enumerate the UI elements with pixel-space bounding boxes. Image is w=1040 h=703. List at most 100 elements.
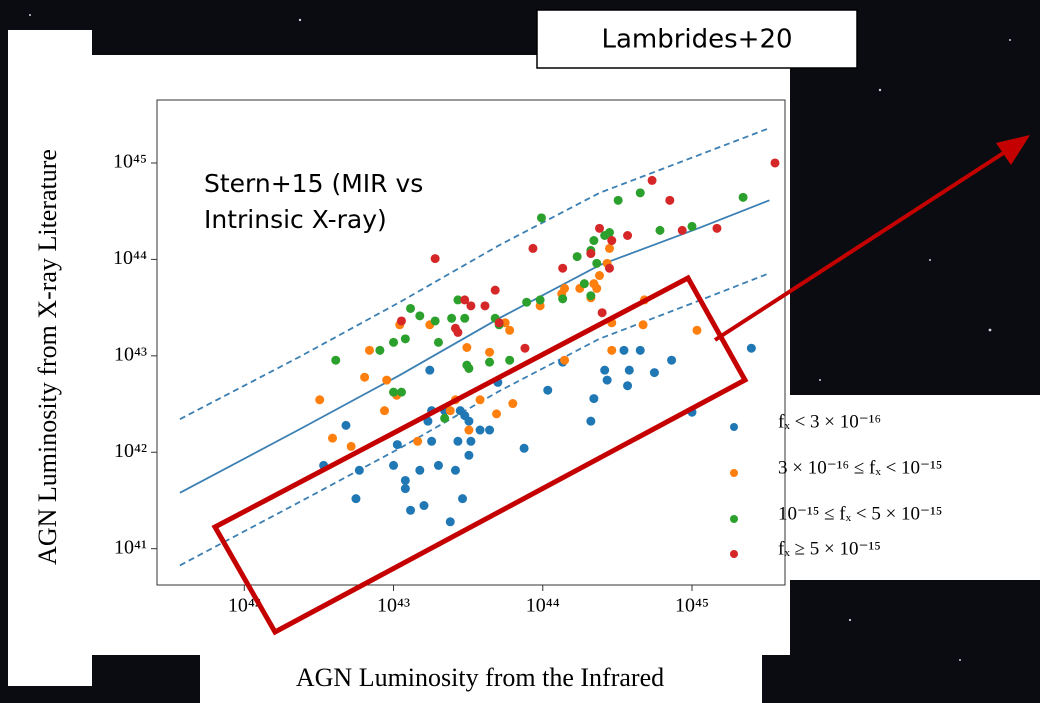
point — [485, 347, 495, 357]
point — [450, 465, 460, 475]
point — [453, 436, 463, 446]
point — [494, 318, 504, 328]
point — [445, 406, 455, 416]
point — [600, 365, 610, 375]
point — [341, 420, 351, 430]
point — [597, 308, 607, 318]
point — [346, 441, 356, 451]
point — [595, 223, 605, 233]
point — [475, 425, 485, 435]
point — [400, 484, 410, 494]
point — [440, 413, 450, 423]
legend-label: fₓ ≥ 5 × 10⁻¹⁵ — [778, 538, 881, 559]
point — [427, 436, 437, 446]
point — [560, 283, 570, 293]
star — [878, 88, 882, 92]
point — [586, 291, 596, 301]
point — [351, 494, 361, 504]
point — [419, 501, 429, 511]
point — [354, 465, 364, 475]
point — [505, 355, 515, 365]
point — [396, 316, 406, 326]
point — [655, 225, 665, 235]
point — [433, 460, 443, 470]
point — [692, 325, 702, 335]
star — [298, 18, 302, 22]
point — [667, 355, 677, 365]
point — [460, 295, 470, 305]
point — [746, 343, 756, 353]
point — [558, 294, 568, 304]
point — [592, 283, 602, 293]
plot-frame — [156, 99, 786, 586]
point — [480, 301, 490, 311]
point — [389, 387, 399, 397]
y-tick-label: 10⁴¹ — [114, 536, 147, 558]
point — [604, 263, 614, 273]
point — [458, 494, 468, 504]
point — [423, 416, 433, 426]
point — [415, 465, 425, 475]
point — [485, 357, 495, 367]
point — [485, 425, 495, 435]
point — [579, 279, 589, 289]
arrow-shaft — [713, 150, 1007, 342]
x-tick-label: 10⁴⁴ — [526, 595, 560, 617]
legend-label: 10⁻¹⁵ ≤ fₓ < 5 × 10⁻¹⁵ — [778, 503, 942, 524]
point — [687, 221, 697, 231]
point — [738, 192, 748, 202]
point — [505, 325, 515, 335]
point — [464, 416, 474, 426]
y-label-panel — [8, 30, 92, 686]
point — [380, 406, 390, 416]
arrow-head — [996, 135, 1030, 165]
point — [315, 395, 325, 405]
point — [619, 345, 629, 355]
point — [519, 443, 529, 453]
point — [460, 313, 470, 323]
point — [406, 303, 416, 313]
point — [623, 381, 633, 391]
point — [607, 345, 617, 355]
star — [929, 259, 931, 261]
point — [415, 311, 425, 321]
point — [677, 225, 687, 235]
point — [712, 223, 722, 233]
point — [462, 343, 472, 353]
legend-marker — [730, 423, 738, 431]
point — [389, 337, 399, 347]
title-box — [536, 9, 858, 69]
chart-title: Lambrides+20 — [601, 25, 792, 55]
y-tick-label: 10⁴⁴ — [113, 247, 147, 269]
point — [558, 263, 568, 273]
point — [453, 327, 463, 337]
point — [595, 271, 605, 281]
point — [613, 195, 623, 205]
point — [382, 375, 392, 385]
y-axis-label: AGN Luminosity from X-ray Literature — [33, 149, 62, 565]
stars — [29, 14, 1011, 661]
point — [522, 297, 532, 307]
point — [586, 249, 596, 259]
point — [328, 433, 338, 443]
point — [635, 188, 645, 198]
star — [29, 14, 31, 16]
highlight-box — [211, 274, 749, 636]
point — [528, 243, 538, 253]
point — [535, 295, 545, 305]
point — [447, 313, 457, 323]
point — [364, 345, 374, 355]
point — [623, 230, 633, 240]
annotation: Intrinsic X-ray) — [204, 205, 387, 234]
point — [475, 395, 485, 405]
dashed-line — [179, 127, 770, 420]
point — [508, 399, 518, 409]
point — [375, 345, 385, 355]
star — [848, 618, 852, 622]
point — [464, 450, 474, 460]
point — [466, 436, 476, 446]
x-tick-label: 10⁴⁵ — [675, 595, 709, 617]
point — [331, 355, 341, 365]
point — [413, 436, 423, 446]
